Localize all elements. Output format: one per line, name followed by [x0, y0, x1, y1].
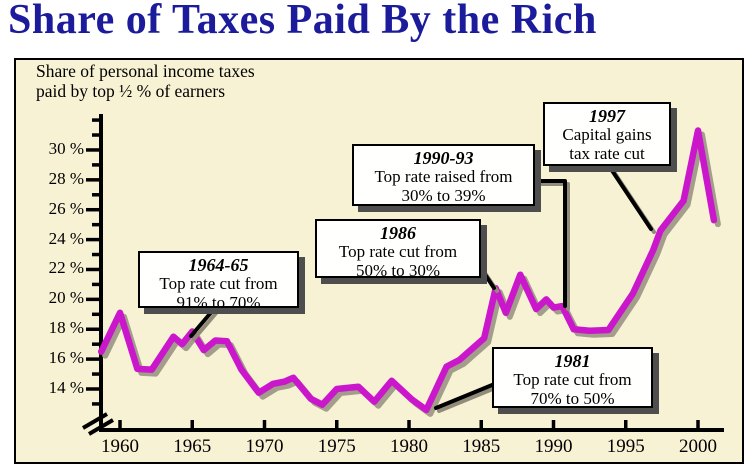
y-tick-label: 20 % — [48, 288, 84, 308]
annotation-year: 1990-93 — [413, 148, 474, 168]
y-tick-label: 24 % — [48, 228, 84, 248]
annotation-text: 70% to 50% — [530, 388, 615, 408]
annotation-1990-93: 1990-93 Top rate raised from 30% to 39% — [352, 144, 535, 206]
annotation-text: Top rate raised from — [374, 167, 513, 186]
annotation-pointer-line — [530, 179, 567, 308]
annotation-text: 91% to 70% — [176, 292, 261, 312]
annotation-pointer-shadow — [192, 310, 219, 341]
axis-break-mark — [87, 418, 115, 436]
annotation-text: Top rate cut from — [159, 274, 278, 293]
annotation-year: 1986 — [380, 223, 416, 243]
annotation-pointer-shadow — [533, 182, 570, 311]
annotation-1997: 1997 Capital gains tax rate cut — [543, 102, 671, 166]
x-tick-label: 1960 — [101, 436, 139, 457]
y-tick-label: 16 % — [48, 348, 84, 368]
x-tick-label: 1980 — [390, 436, 428, 457]
annotation-pointer-line — [609, 167, 653, 231]
data-line — [97, 127, 718, 414]
y-tick-label: 30 % — [48, 138, 84, 158]
annotation-1981: 1981 Top rate cut from 70% to 50% — [492, 347, 653, 408]
annotation-pointer-shadow — [437, 384, 502, 413]
y-tick-label: 14 % — [48, 378, 84, 397]
axis-break-mark — [81, 412, 109, 430]
x-tick-label: 1995 — [606, 436, 645, 457]
chart-subtitle: Share of personal income taxes paid by t… — [36, 61, 255, 101]
x-tick-label: 1975 — [317, 436, 356, 457]
annotation-text: 30% to 39% — [401, 185, 486, 205]
annotation-year: 1997 — [589, 106, 625, 126]
subtitle-line-1: Share of personal income taxes — [36, 61, 255, 81]
x-tick-label: 1990 — [534, 436, 573, 457]
annotation-text: Top rate cut from — [513, 370, 632, 389]
chart-title: Share of Taxes Paid By the Rich — [8, 0, 597, 43]
x-tick-label: 1970 — [245, 436, 284, 457]
annotation-year: 1964-65 — [188, 255, 249, 275]
x-tick-label: 2000 — [679, 436, 717, 457]
annotation-text: tax rate cut — [569, 143, 645, 163]
annotation-pointer-line — [434, 381, 499, 410]
annotation-year: 1981 — [554, 351, 591, 371]
y-tick-label: 26 % — [48, 198, 84, 218]
annotation-1986: 1986 Top rate cut from 50% to 30% — [315, 219, 481, 280]
annotation-text: Capital gains — [562, 125, 652, 144]
y-tick-label: 22 % — [48, 258, 84, 278]
y-tick-label: 28 % — [48, 168, 84, 188]
annotation-text: Top rate cut from — [338, 242, 458, 261]
x-tick-label: 1985 — [462, 436, 501, 457]
annotation-1964-65: 1964-65 Top rate cut from 91% to 70% — [138, 251, 299, 311]
x-tick-label: 1965 — [173, 436, 212, 457]
annotation-pointer-line — [189, 307, 216, 338]
annotation-text: 50% to 30% — [355, 260, 441, 280]
y-tick-label: 18 % — [48, 318, 84, 338]
subtitle-line-2: paid by top ½ % of earners — [36, 80, 226, 101]
